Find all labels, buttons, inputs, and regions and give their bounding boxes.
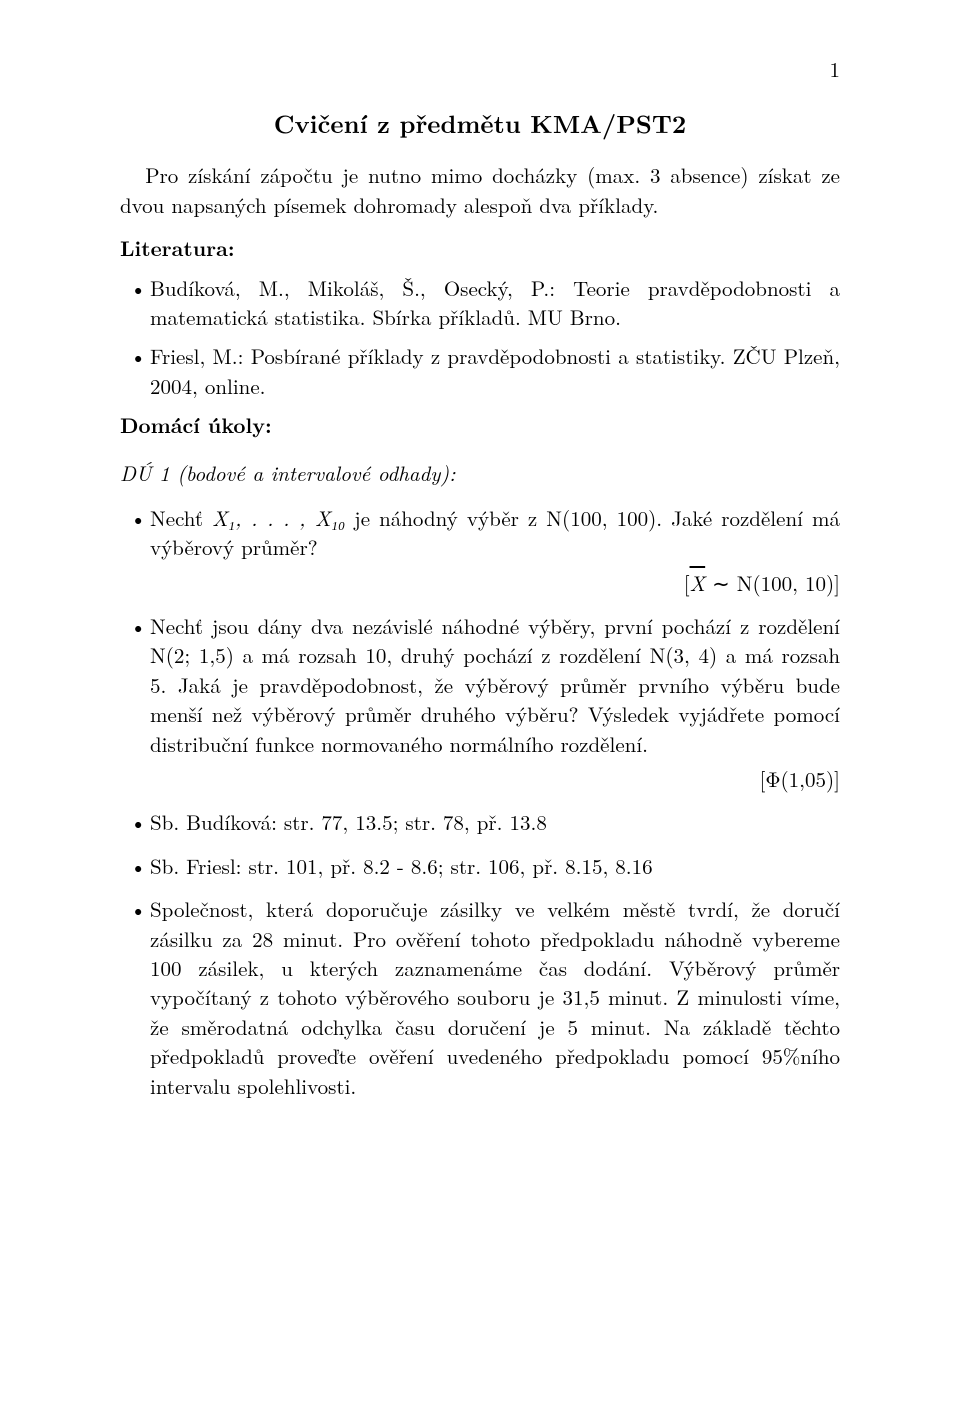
answer-xbar: X [690, 573, 706, 594]
task-item: Nechť jsou dány dva nezávislé náhodné vý… [120, 612, 840, 794]
task-text: Nechť jsou dány dva nezávislé náhodné vý… [150, 611, 840, 759]
task-item: Nechť X₁, . . . , X₁₀ je náhodný výběr z… [120, 504, 840, 598]
homework-heading: Domácí úkoly: [120, 411, 840, 440]
task-answer: [Φ(1,05)] [150, 765, 840, 794]
page-title: Cvičení z předmětu KMA/PST2 [120, 106, 840, 141]
intro-paragraph: Pro získání zápočtu je nutno mimo docház… [120, 161, 840, 220]
literature-item: Budíková, M., Mikoláš, Š., Osecký, P.: T… [120, 274, 840, 333]
task-list: Nechť X₁, . . . , X₁₀ je náhodný výběr z… [120, 504, 840, 1101]
page-number: 1 [120, 55, 840, 84]
literature-list: Budíková, M., Mikoláš, Š., Osecký, P.: T… [120, 274, 840, 402]
page: 1 Cvičení z předmětu KMA/PST2 Pro získán… [0, 0, 960, 1424]
answer-dist: ∼ N(100, 10)] [705, 568, 840, 598]
task-item: Sb. Friesl: str. 101, př. 8.2 - 8.6; str… [120, 852, 840, 881]
task-text-part: Nechť [150, 503, 212, 533]
task-item: Sb. Budíková: str. 77, 13.5; str. 78, př… [120, 808, 840, 837]
literature-heading: Literatura: [120, 234, 840, 263]
literature-item: Friesl, M.: Posbírané příklady z pravděp… [120, 342, 840, 401]
task-math-vars: X₁, . . . , X₁₀ [212, 503, 345, 533]
task-answer: [X ∼ N(100, 10)] [150, 569, 840, 598]
du1-heading: DÚ 1 (bodové a intervalové odhady): [120, 459, 840, 488]
task-item: Společnost, která doporučuje zásilky ve … [120, 895, 840, 1101]
